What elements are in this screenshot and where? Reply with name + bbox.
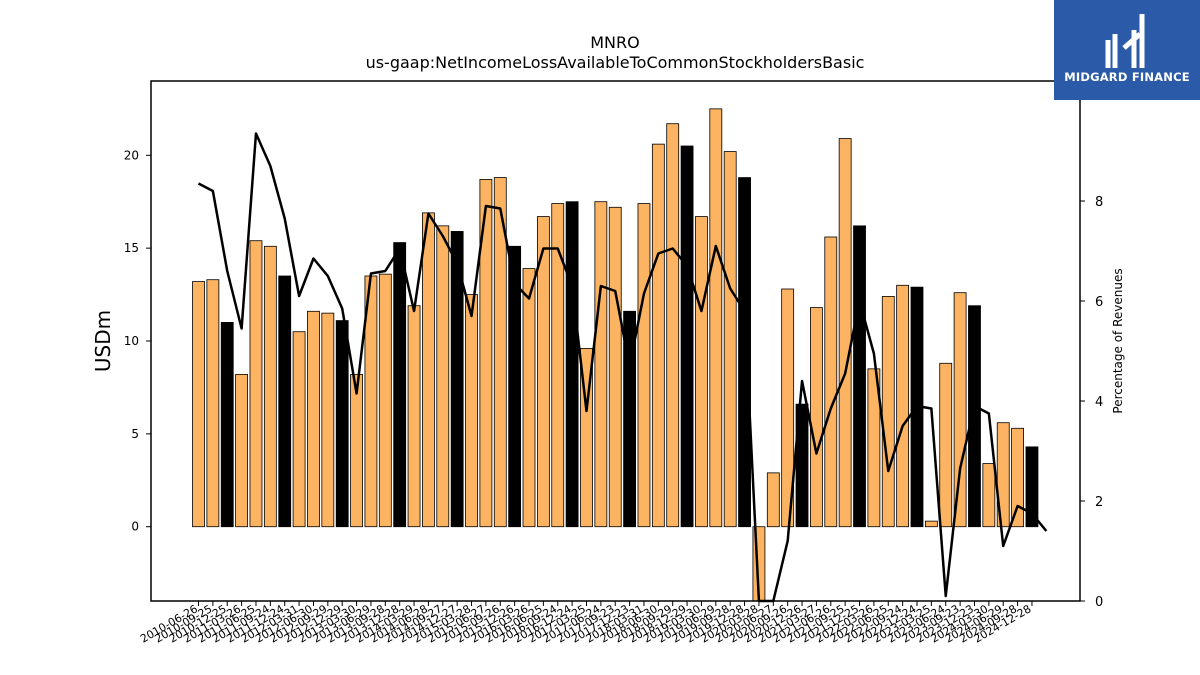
bar [666,123,680,528]
bar [479,179,493,528]
bar [881,296,895,528]
bar [465,294,478,528]
y-tick-label: 5 [131,427,139,441]
brand-logo: MIDGARD FINANCE [1054,0,1200,100]
y-tick-label: 10 [124,334,139,348]
y2-tick-label: 2 [1095,495,1103,510]
bar [695,216,708,528]
bar [795,403,809,528]
bar [206,279,220,528]
y-tick-label: 15 [124,241,139,255]
bar [982,463,996,528]
bar [810,307,823,528]
bar [565,201,579,528]
chart-subtitle: us-gaap:NetIncomeLossAvailableToCommonSt… [366,53,865,72]
left-axis: 0 5 10 15 20 [124,148,151,534]
bar [608,206,622,528]
pct-line [197,132,1048,603]
right-axis: 0 2 4 6 8 [1080,195,1103,610]
bar [1011,427,1024,528]
bar [824,236,838,528]
y2-tick-label: 6 [1095,295,1103,310]
bar [551,203,565,528]
bar [522,268,536,528]
bar [637,203,651,528]
y-tick-label: 20 [124,148,139,162]
bar [1025,446,1039,528]
bar [278,275,292,528]
bar [924,520,938,528]
bar [235,374,249,528]
y2-axis-label: Percentage of Revenues [1111,268,1125,413]
bar [350,374,363,528]
bar [867,368,881,528]
bar [766,472,780,528]
bar [939,362,953,528]
bar [536,216,550,528]
bar [723,151,737,528]
bar [321,312,335,528]
bar [407,305,421,528]
x-axis: 2010-06-262010-09-252010-12-252011-03-26… [138,601,1033,646]
y-axis-label: USDm [91,310,115,372]
line-layer [197,132,1048,603]
bar [680,145,694,528]
bar [249,240,263,528]
bar [393,242,407,528]
bar [738,177,751,528]
y2-tick-label: 0 [1095,595,1103,610]
bar [422,212,435,528]
bar [709,108,723,528]
midgard-logo-icon [1105,14,1145,68]
chart-title: MNRO [590,33,639,52]
bars-layer [192,108,1039,602]
bar [378,273,392,528]
y2-tick-label: 8 [1095,195,1103,210]
bar [508,245,522,528]
bar [838,138,852,528]
bar [968,305,981,528]
bar [953,292,967,528]
y-tick-label: 0 [131,520,139,534]
bar [263,245,277,528]
bar [651,143,665,528]
y2-tick-label: 4 [1095,395,1103,410]
bar [853,225,866,528]
bar [436,225,450,528]
bar [996,422,1010,528]
bar [896,284,910,528]
brand-name: MIDGARD FINANCE [1064,70,1190,84]
bar [450,231,464,528]
bar [292,331,306,528]
bar [335,320,349,528]
bar [781,288,795,528]
bar [594,201,608,528]
bar [307,310,320,528]
bar [220,322,234,528]
bar [623,310,636,528]
bar [192,281,205,528]
bar [493,177,507,528]
